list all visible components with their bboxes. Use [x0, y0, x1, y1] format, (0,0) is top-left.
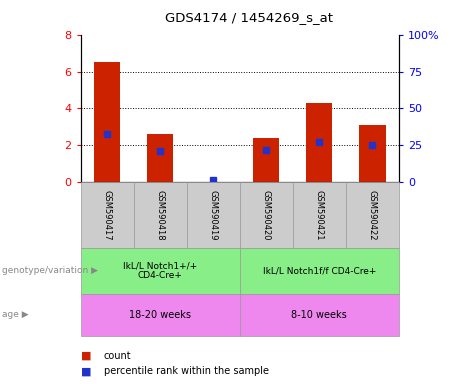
Text: genotype/variation ▶: genotype/variation ▶ — [2, 266, 98, 275]
Text: 18-20 weeks: 18-20 weeks — [129, 310, 191, 320]
Bar — [359, 125, 385, 182]
Text: IkL/L Notch1f/f CD4-Cre+: IkL/L Notch1f/f CD4-Cre+ — [263, 266, 376, 275]
Text: GDS4174 / 1454269_s_at: GDS4174 / 1454269_s_at — [165, 11, 333, 24]
Bar — [147, 134, 173, 182]
Text: ■: ■ — [81, 351, 91, 361]
Bar — [94, 62, 120, 182]
Text: ■: ■ — [81, 366, 91, 376]
Text: GSM590421: GSM590421 — [315, 190, 324, 240]
Bar — [253, 138, 279, 182]
Text: percentile rank within the sample: percentile rank within the sample — [104, 366, 269, 376]
Text: GSM590422: GSM590422 — [368, 190, 377, 240]
Text: IkL/L Notch1+/+
CD4-Cre+: IkL/L Notch1+/+ CD4-Cre+ — [123, 261, 197, 280]
Text: GSM590420: GSM590420 — [262, 190, 271, 240]
Text: count: count — [104, 351, 131, 361]
Bar — [306, 103, 332, 182]
Text: GSM590418: GSM590418 — [156, 190, 165, 240]
Text: age ▶: age ▶ — [2, 310, 29, 319]
Text: GSM590417: GSM590417 — [103, 190, 112, 240]
Text: 8-10 weeks: 8-10 weeks — [291, 310, 347, 320]
Text: GSM590419: GSM590419 — [209, 190, 218, 240]
